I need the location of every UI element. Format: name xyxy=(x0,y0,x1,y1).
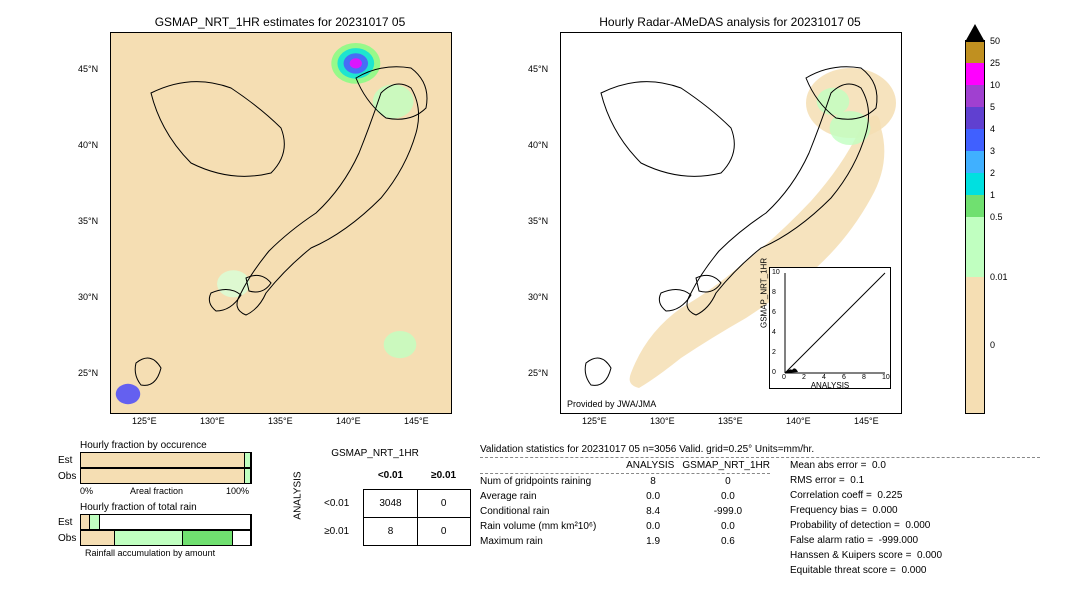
validation-stat: Frequency bias = 0.000 xyxy=(790,503,1050,518)
axis-tick: 35°N xyxy=(78,216,98,226)
axis-tick: 40°N xyxy=(78,140,98,150)
inset-tick: 10 xyxy=(772,269,780,276)
validation-row: Num of gridpoints raining80 xyxy=(480,474,770,489)
axis-tick: 30°N xyxy=(528,292,548,302)
colorbar-tick: 1 xyxy=(990,190,995,200)
axis-tick: 135°E xyxy=(718,416,743,426)
colorbar-tick: 0.01 xyxy=(990,272,1008,282)
axis-tick: 40°N xyxy=(528,140,548,150)
colorbar-tick: 25 xyxy=(990,58,1000,68)
axis-tick: 145°E xyxy=(854,416,879,426)
validation-row: Conditional rain8.4-999.0 xyxy=(480,504,770,519)
validation-title: Validation statistics for 20231017 05 n=… xyxy=(480,442,1040,458)
inset-tick: 4 xyxy=(772,329,776,336)
colorbar-tick: 5 xyxy=(990,102,995,112)
rain-title: Hourly fraction of total rain xyxy=(80,502,197,513)
validation-stat: Correlation coeff = 0.225 xyxy=(790,488,1050,503)
axis-tick: 140°E xyxy=(786,416,811,426)
inset-ylabel: GSMAP_NRT_1HR xyxy=(760,258,769,328)
colorbar-tick: 50 xyxy=(990,36,1000,46)
validation-stat: Mean abs error = 0.0 xyxy=(790,458,1050,473)
inset-tick: 8 xyxy=(772,289,776,296)
occurrence-xlabel-mid: Areal fraction xyxy=(130,486,183,496)
contingency-col-title: GSMAP_NRT_1HR xyxy=(310,448,440,459)
occurrence-obs-label: Obs xyxy=(58,471,76,482)
axis-tick: 35°N xyxy=(528,216,548,226)
rain-obs-bar xyxy=(80,530,252,546)
axis-tick: 25°N xyxy=(528,368,548,378)
validation-row: Maximum rain1.90.6 xyxy=(480,534,770,549)
colorbar-tick: 10 xyxy=(990,80,1000,90)
inset-tick: 0 xyxy=(772,369,776,376)
occurrence-title: Hourly fraction by occurence xyxy=(80,440,207,451)
colorbar-tick: 3 xyxy=(990,146,995,156)
occurrence-est-label: Est xyxy=(58,455,72,466)
colorbar-arrow-icon xyxy=(965,24,985,42)
colorbar-tick: 0.5 xyxy=(990,212,1003,222)
axis-tick: 125°E xyxy=(582,416,607,426)
left-map-svg xyxy=(111,33,451,413)
validation-stat: Equitable threat score = 0.000 xyxy=(790,563,1050,578)
axis-tick: 135°E xyxy=(268,416,293,426)
inset-tick: 2 xyxy=(802,374,806,381)
inset-tick: 0 xyxy=(782,374,786,381)
validation-right-block: Mean abs error = 0.0RMS error = 0.1Corre… xyxy=(790,458,1050,578)
validation-row: Average rain0.00.0 xyxy=(480,489,770,504)
validation-stat: Probability of detection = 0.000 xyxy=(790,518,1050,533)
colorbar-tick: 4 xyxy=(990,124,995,134)
occurrence-xlabel-left: 0% xyxy=(80,486,93,496)
rain-xlabel: Rainfall accumulation by amount xyxy=(85,548,215,558)
axis-tick: 30°N xyxy=(78,292,98,302)
inset-tick: 8 xyxy=(862,374,866,381)
inset-tick: 6 xyxy=(842,374,846,381)
right-map-panel: Provided by JWA/JMA ANALYSIS GSMAP_NRT_1… xyxy=(560,32,902,414)
occurrence-est-bar xyxy=(80,452,252,468)
occurrence-obs-bar xyxy=(80,468,252,484)
right-map-title: Hourly Radar-AMeDAS analysis for 2023101… xyxy=(560,15,900,29)
left-map-title: GSMAP_NRT_1HR estimates for 20231017 05 xyxy=(110,15,450,29)
left-map-panel xyxy=(110,32,452,414)
inset-tick: 10 xyxy=(882,374,890,381)
validation-left-block: Validation statistics for 20231017 05 n=… xyxy=(480,442,770,549)
validation-col-gsmap: GSMAP_NRT_1HR xyxy=(682,458,770,473)
rain-obs-label: Obs xyxy=(58,533,76,544)
contingency-table: <0.01 ≥0.01 <0.01 3048 0 ≥0.01 8 0 xyxy=(310,462,471,546)
validation-row: Rain volume (mm km²10⁶)0.00.0 xyxy=(480,519,770,534)
axis-tick: 45°N xyxy=(528,64,548,74)
colorbar: 502510543210.50.010 xyxy=(965,40,985,414)
axis-tick: 130°E xyxy=(650,416,675,426)
inset-xlabel: ANALYSIS xyxy=(770,381,890,390)
inset-tick: 6 xyxy=(772,309,776,316)
rain-est-bar xyxy=(80,514,252,530)
axis-tick: 45°N xyxy=(78,64,98,74)
figure-root: GSMAP_NRT_1HR estimates for 20231017 05 … xyxy=(10,10,1070,602)
inset-scatter: ANALYSIS GSMAP_NRT_1HR 00224466881010 xyxy=(769,267,891,389)
occurrence-xlabel-right: 100% xyxy=(226,486,249,496)
provider-label: Provided by JWA/JMA xyxy=(567,399,656,409)
colorbar-tick: 2 xyxy=(990,168,995,178)
axis-tick: 25°N xyxy=(78,368,98,378)
validation-col-analysis: ANALYSIS xyxy=(618,458,682,473)
inset-tick: 4 xyxy=(822,374,826,381)
validation-stat: Hanssen & Kuipers score = 0.000 xyxy=(790,548,1050,563)
axis-tick: 125°E xyxy=(132,416,157,426)
contingency-row-title: ANALYSIS xyxy=(293,466,304,526)
rain-est-label: Est xyxy=(58,517,72,528)
validation-stat: RMS error = 0.1 xyxy=(790,473,1050,488)
validation-stat: False alarm ratio = -999.000 xyxy=(790,533,1050,548)
axis-tick: 130°E xyxy=(200,416,225,426)
axis-tick: 140°E xyxy=(336,416,361,426)
inset-tick: 2 xyxy=(772,349,776,356)
colorbar-tick: 0 xyxy=(990,340,995,350)
axis-tick: 145°E xyxy=(404,416,429,426)
